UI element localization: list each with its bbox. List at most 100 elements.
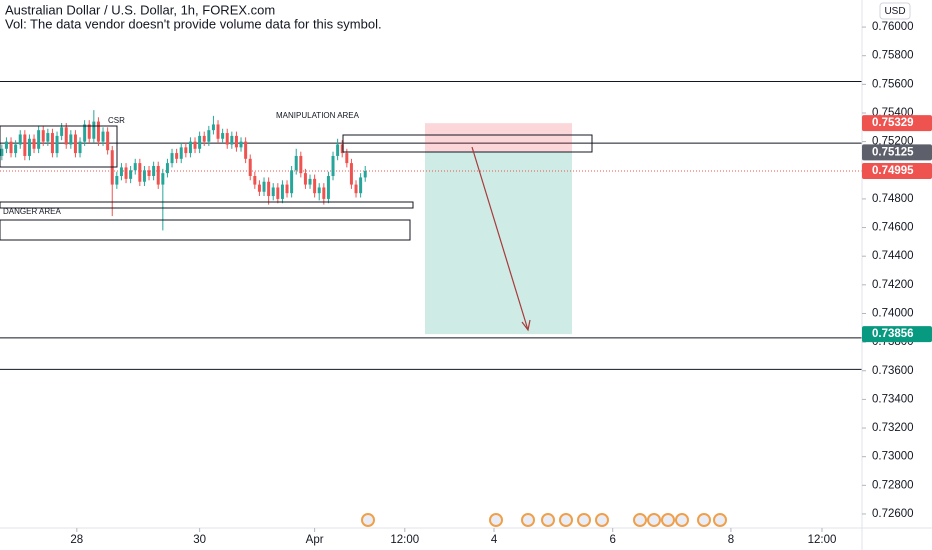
candle-body [331,155,335,176]
candle-body [267,181,271,197]
event-icon[interactable] [577,513,591,527]
event-icon[interactable] [713,513,727,527]
price-label: 0.73856 [872,328,914,340]
candle-body [340,144,344,154]
candle-body [46,133,50,142]
y-tick-label: 0.74000 [872,308,914,320]
price-label: 0.74995 [872,165,914,177]
candle-body [175,153,179,159]
candle-body [119,167,123,176]
candle-body [55,135,59,154]
event-icon[interactable] [595,513,609,527]
candle-body [78,141,82,154]
candle-body [69,134,73,145]
candle-body [156,165,160,185]
candle-body [101,131,105,142]
y-tick-label: 0.73400 [872,393,914,405]
event-icon[interactable] [661,513,675,527]
price-label: 0.75125 [872,146,914,158]
y-tick-label: 0.72800 [872,479,914,491]
y-tick-label: 0.74800 [872,193,914,205]
candle-body [359,177,363,194]
event-icon[interactable] [675,513,689,527]
y-tick-label: 0.75800 [872,50,914,62]
x-tick-label: 12:00 [808,534,837,546]
candle-body [271,187,275,197]
candle-body [124,167,128,179]
candle-body [336,144,340,156]
x-tick-label: 30 [193,534,206,546]
chart-subtitle: Vol: The data vendor doesn't provide vol… [5,16,382,31]
price-label-box [862,115,932,132]
annotation: MANIPULATION AREA [276,111,360,120]
candle-body [73,134,77,154]
candle-body [294,155,298,171]
candle-body [308,178,312,185]
candle-body [317,187,321,194]
candle-body [354,184,358,194]
candle-body [184,147,188,154]
candle-body [142,170,146,182]
candle-body [349,163,353,185]
candle-body [363,170,367,178]
candle-body [50,133,54,154]
candle-body [152,165,156,176]
candle-body [87,124,91,139]
candle-body [225,133,229,145]
candle-body [234,135,238,148]
x-tick-label: 8 [728,534,734,546]
candle-body [211,124,215,131]
event-icon[interactable] [559,513,573,527]
candle-body [106,131,110,151]
manipulation-box [342,134,593,153]
candle-body [41,130,45,142]
candle-body [193,141,197,149]
y-tick-label: 0.74200 [872,279,914,291]
candle-body [216,124,220,139]
price-label-box [862,162,932,179]
arrow [471,146,529,331]
event-icon[interactable] [697,513,711,527]
candle-body [92,121,96,139]
plot-area [0,80,862,370]
candle-body [221,133,225,139]
candle-body [64,127,68,145]
candle-body [23,134,27,156]
candle-body [299,155,303,174]
risk-zone [425,123,572,153]
chart-title: Australian Dollar / U.S. Dollar, 1h, FOR… [5,2,275,17]
candle-body [161,173,165,185]
currency-badge[interactable] [879,2,911,20]
candle-body [313,178,317,194]
candle-body [202,135,206,142]
y-tick-label: 0.74600 [872,222,914,234]
candle-body [32,138,36,149]
x-tick-label: 4 [491,534,498,546]
candle-body [239,141,243,148]
candle-body [345,153,349,164]
candle-body [83,124,87,142]
candle-body [27,138,31,156]
event-icon[interactable] [647,513,661,527]
candle-body [96,121,100,142]
event-icon[interactable] [361,513,375,527]
candle-body [133,163,137,171]
candle-body [198,135,202,149]
event-icon[interactable] [521,513,535,527]
candle-body [188,141,192,154]
event-icon[interactable] [633,513,647,527]
y-tick-label: 0.76000 [872,21,914,33]
x-tick-label: Apr [306,534,324,546]
event-icon[interactable] [489,513,503,527]
event-icon[interactable] [541,513,555,527]
reward-zone [425,152,572,335]
candle-body [147,170,151,176]
danger-box [0,219,411,241]
candle-body [303,173,307,185]
candle-body [179,147,183,159]
currency: USD [884,6,905,17]
events [361,513,727,527]
y-tick-label: 0.73000 [872,451,914,463]
candle-body [262,181,266,192]
